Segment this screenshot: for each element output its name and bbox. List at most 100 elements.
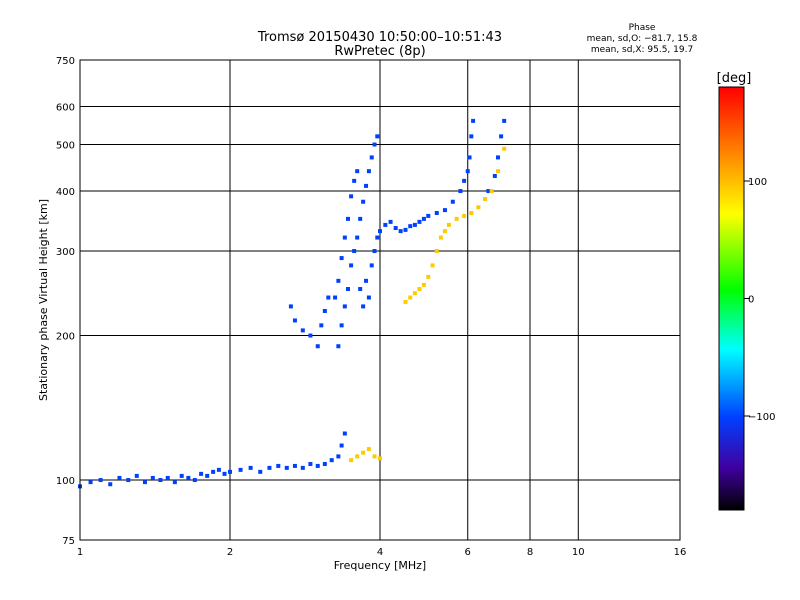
data-point (248, 465, 253, 470)
data-point (398, 229, 403, 234)
data-point (228, 469, 232, 474)
data-point (345, 287, 350, 292)
data-point (383, 222, 388, 227)
data-point (375, 134, 380, 139)
data-point (142, 480, 147, 485)
x-tick-label: 2 (227, 547, 233, 558)
data-point (462, 213, 467, 218)
data-point (489, 189, 494, 194)
x-axis-label: Frequency [MHz] (334, 559, 426, 572)
data-point (98, 478, 103, 483)
data-point (393, 226, 398, 231)
data-point (430, 263, 435, 268)
data-point (378, 229, 382, 234)
data-point (358, 287, 363, 292)
data-point (492, 173, 497, 178)
data-point (352, 249, 357, 254)
data-point (450, 199, 455, 204)
y-axis-ticks: 75 100 200 300 400 500 600 750 (56, 56, 75, 547)
data-point (495, 169, 500, 174)
data-point (315, 344, 320, 349)
x-tick-label: 16 (674, 547, 687, 558)
y-tick-label: 200 (56, 332, 75, 343)
data-point (446, 222, 451, 227)
data-point (372, 454, 377, 459)
colorbar-tick-label: 100 (748, 177, 767, 188)
data-point (339, 256, 344, 261)
data-point (369, 263, 374, 268)
data-point (126, 478, 131, 483)
y-tick-label: 500 (56, 141, 75, 152)
y-tick-label: 75 (62, 536, 75, 547)
data-point (352, 178, 357, 183)
data-point (292, 318, 297, 323)
data-point (222, 471, 227, 476)
data-point (358, 216, 363, 221)
data-point (458, 189, 463, 194)
data-point (308, 461, 313, 466)
chart-title: Tromsø 20150430 10:50:00–10:51:43 (257, 30, 502, 45)
x-tick-label: 10 (572, 547, 585, 558)
data-point (355, 169, 360, 174)
data-point (467, 155, 472, 160)
data-point (361, 450, 366, 455)
x-tick-label: 4 (377, 547, 383, 558)
data-point (372, 249, 377, 254)
data-point (326, 295, 331, 300)
data-point (426, 274, 431, 279)
data-point (349, 458, 354, 463)
data-point (364, 278, 369, 283)
plot-frame (79, 59, 681, 541)
x-tick-label: 8 (527, 547, 533, 558)
data-point (158, 478, 163, 483)
data-point (333, 295, 338, 300)
data-point (165, 475, 170, 480)
data-point (300, 465, 305, 470)
data-point (336, 344, 341, 349)
data-point (495, 155, 500, 160)
y-tick-label: 600 (56, 103, 75, 114)
colorbar (718, 86, 745, 511)
data-point (238, 467, 243, 472)
y-tick-label: 100 (56, 476, 75, 487)
data-point (408, 295, 413, 300)
data-point (372, 142, 377, 147)
data-point (117, 475, 122, 480)
phase-line-o: mean, sd,O: −81.7, 15.8 (587, 34, 698, 44)
colorbar-ticks: 100 0 −100 (744, 177, 775, 423)
data-point (486, 189, 491, 194)
data-point (465, 169, 470, 174)
data-point (375, 235, 380, 240)
data-point (322, 461, 327, 466)
data-point (388, 219, 393, 224)
data-point (426, 213, 431, 218)
data-point (403, 299, 408, 304)
y-tick-label: 750 (56, 56, 75, 67)
data-point (469, 211, 474, 216)
data-point (329, 458, 334, 463)
data-point (412, 291, 417, 296)
colorbar-tick-label: −100 (748, 412, 775, 423)
grid (80, 60, 680, 540)
data-point (339, 443, 344, 448)
data-point (483, 197, 488, 202)
data-point (366, 295, 371, 300)
data-point (336, 278, 341, 283)
colorbar-tick-label: 0 (748, 295, 754, 306)
data-point (150, 475, 155, 480)
data-point (284, 465, 289, 470)
data-point (300, 328, 305, 333)
x-tick-label: 6 (465, 547, 471, 558)
data-point (108, 482, 113, 487)
data-point (288, 304, 293, 309)
data-point (345, 216, 350, 221)
data-point (199, 471, 204, 476)
data-point (442, 208, 447, 213)
data-point (315, 463, 320, 468)
data-point (342, 304, 347, 309)
data-point (366, 169, 371, 174)
data-point (179, 473, 184, 478)
data-point (349, 194, 354, 199)
phase-heading: Phase (629, 23, 656, 33)
